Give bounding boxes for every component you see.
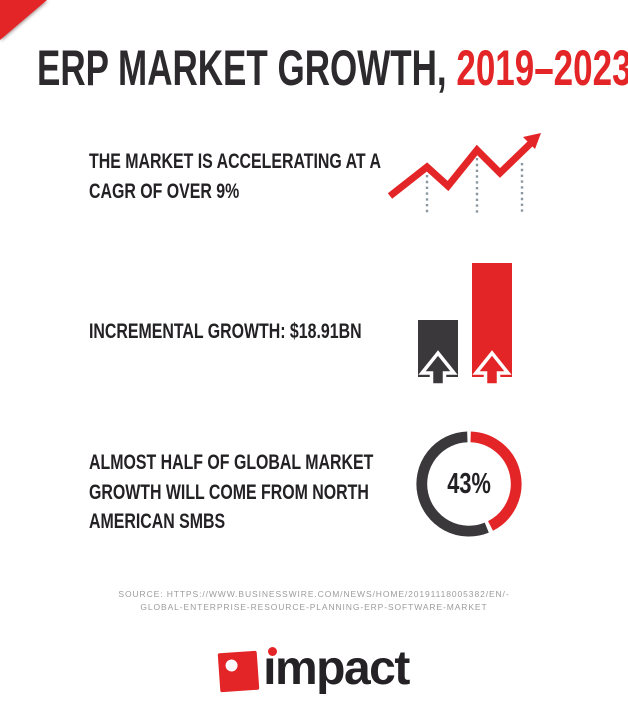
- donut-center-label: 43%: [414, 429, 524, 539]
- fact-smb-text: ALMOST HALF OF GLOBAL MARKET GROWTH WILL…: [89, 448, 373, 537]
- corner-fold-triangle-decoration: [0, 0, 47, 40]
- growth-bars-icon: [418, 263, 512, 387]
- impact-logo-wordmark: ımpact: [263, 642, 410, 695]
- impact-logo-i-dot-icon: [268, 647, 278, 656]
- fact-cagr-line1: THE MARKET IS ACCELERATING AT A: [89, 149, 381, 173]
- donut-value-text: 43%: [447, 467, 491, 500]
- fact-cagr-line2: CAGR OF OVER 9%: [89, 178, 240, 203]
- donut-chart-icon: [416, 431, 522, 537]
- impact-logo: ımpact: [0, 645, 628, 693]
- fact-smb-line2: GROWTH WILL COME FROM NORTH: [89, 479, 369, 504]
- fact-incremental-line1: INCREMENTAL GROWTH: $18.91BN: [89, 319, 362, 343]
- fact-smb-line3: AMERICAN SMBS: [89, 509, 226, 533]
- fact-incremental-growth-text: INCREMENTAL GROWTH: $18.91BN: [89, 317, 362, 347]
- impact-logo-square-icon: [217, 650, 260, 693]
- source-line1: SOURCE: HTTPS://WWW.BUSINESSWIRE.COM/NEW…: [118, 589, 510, 599]
- impact-logo-white-dot-icon: [225, 659, 239, 672]
- impact-logo-inner: ımpact: [217, 642, 410, 695]
- source-line2: GLOBAL-ENTERPRISE-RESOURCE-PLANNING-ERP-…: [140, 602, 488, 612]
- page-title: ERP MARKET GROWTH, 2019–2023: [37, 42, 628, 95]
- fact-cagr-text: THE MARKET IS ACCELERATING AT A CAGR OF …: [89, 147, 381, 206]
- trend-line-chart-icon: [388, 133, 541, 215]
- fact-smb-line1: ALMOST HALF OF GLOBAL MARKET: [89, 450, 374, 474]
- title-black-text: ERP MARKET GROWTH,: [37, 40, 457, 96]
- title-red-years: 2019–2023: [456, 40, 628, 96]
- source-citation: SOURCE: HTTPS://WWW.BUSINESSWIRE.COM/NEW…: [0, 588, 628, 614]
- donut-chart-43pct: 43%: [414, 429, 524, 539]
